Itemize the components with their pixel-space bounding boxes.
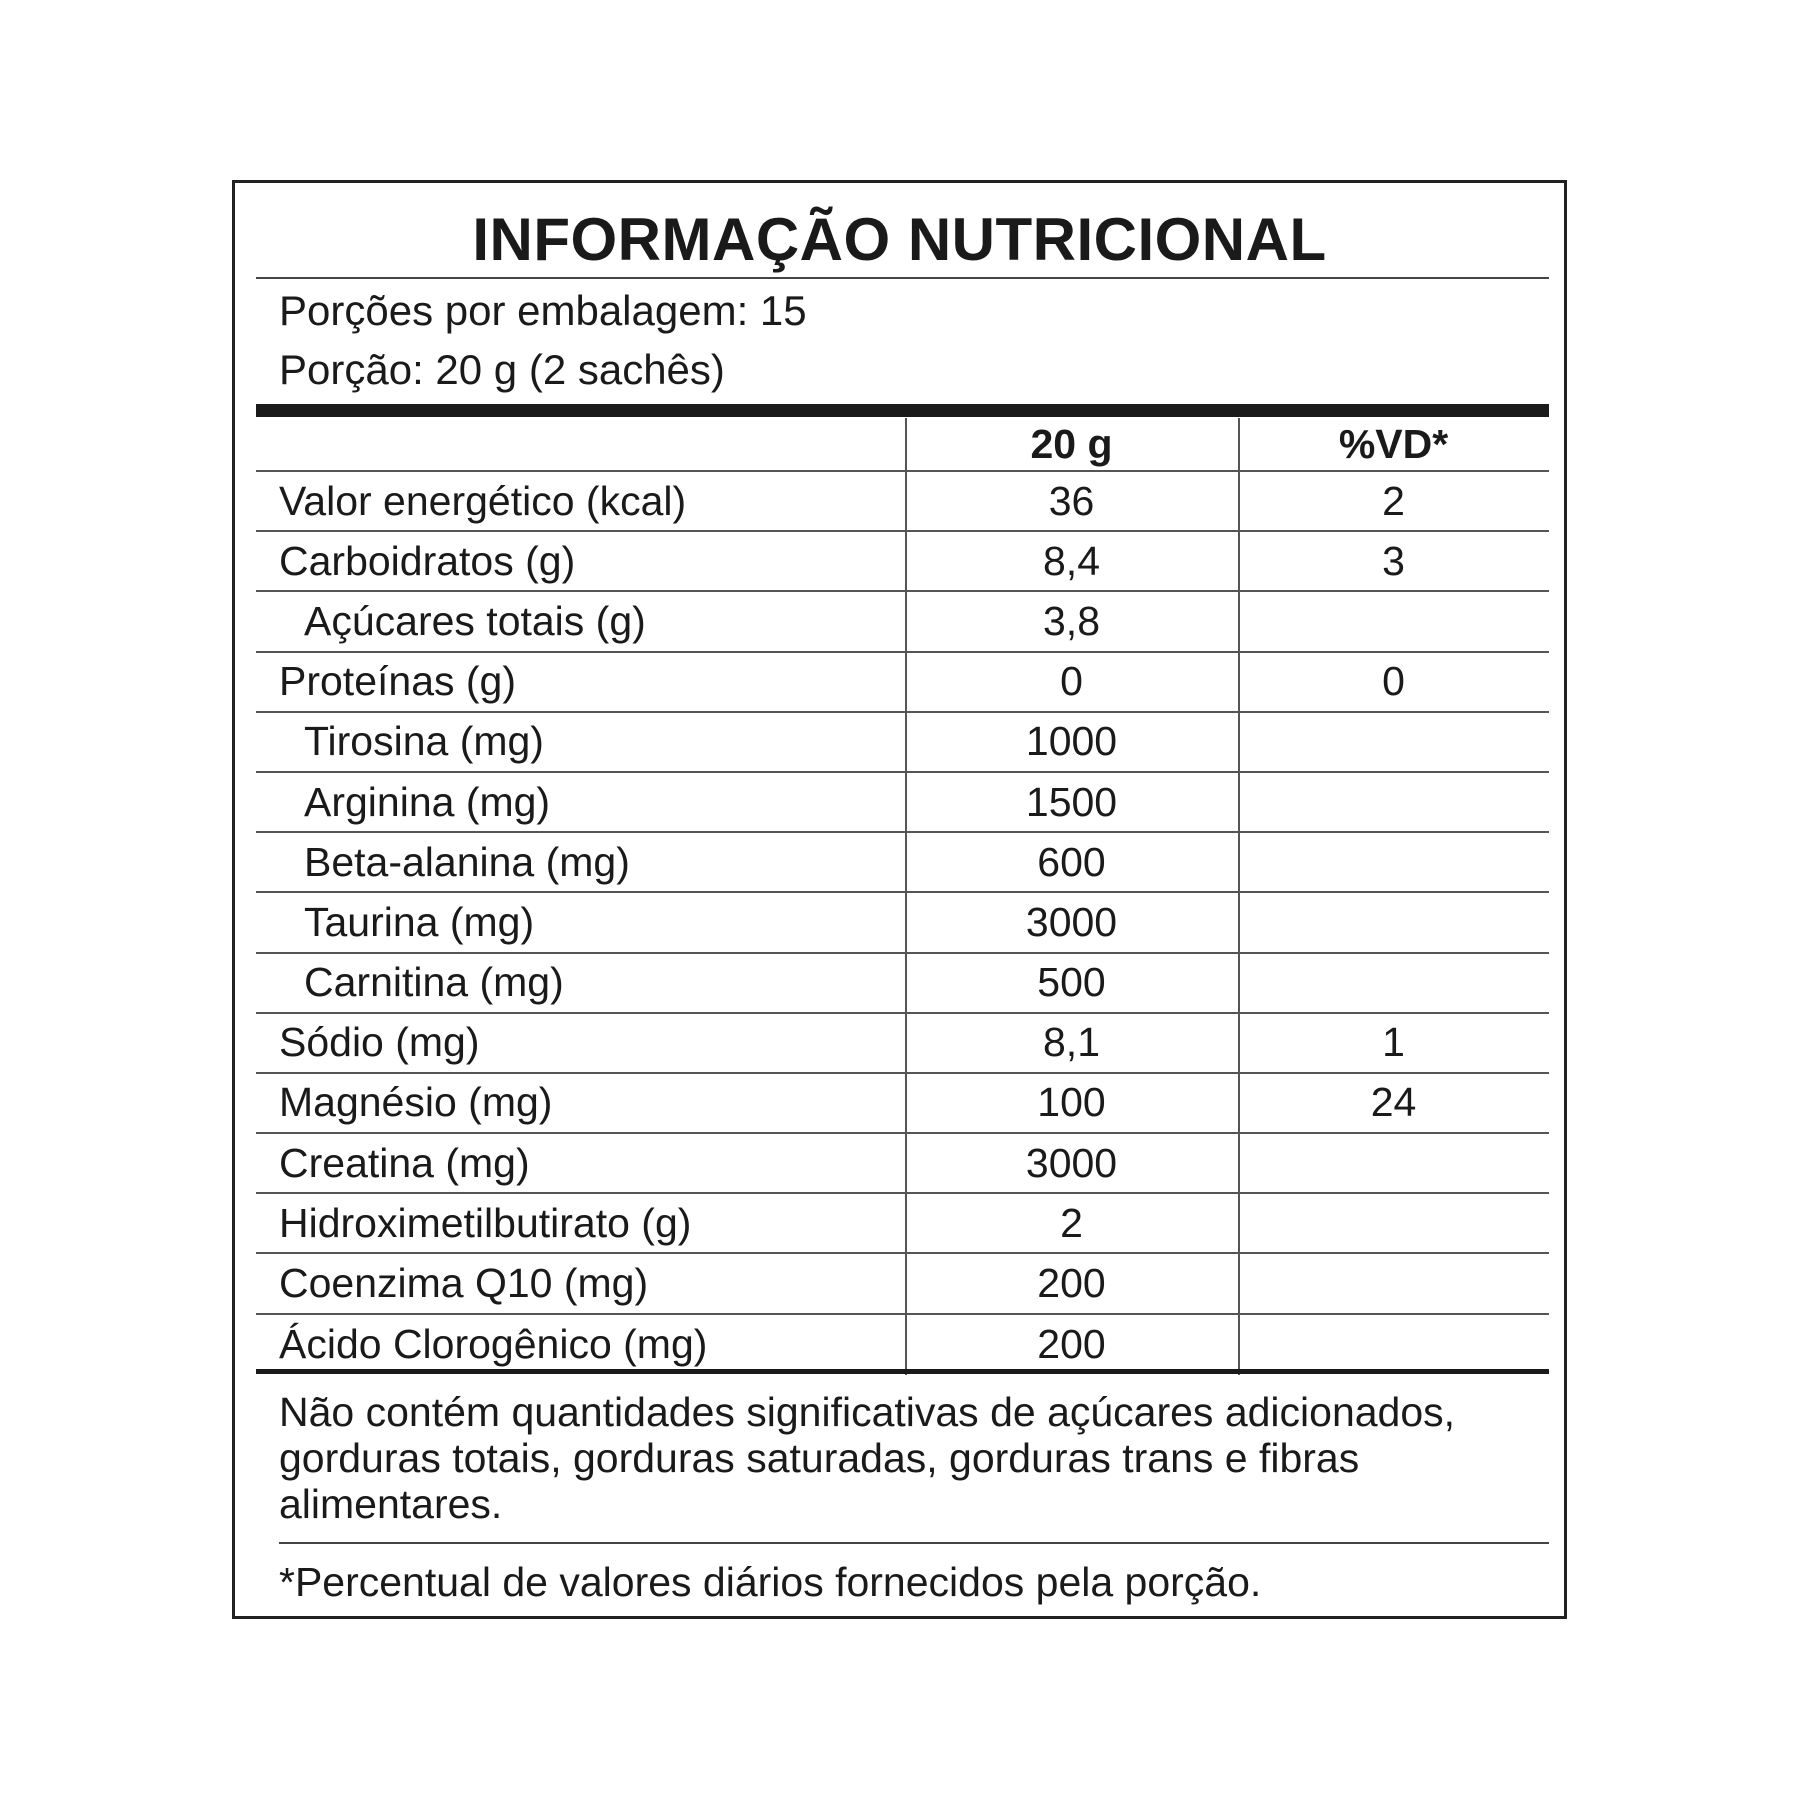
- table-row: Beta-alanina (mg) 600: [256, 833, 1549, 894]
- nutrient-label: Açúcares totais (g): [304, 597, 646, 644]
- nutrient-label: Beta-alanina (mg): [304, 838, 630, 885]
- footnote-daily-value: *Percentual de valores diários fornecido…: [279, 1559, 1262, 1605]
- nutrient-label: Carnitina (mg): [304, 959, 564, 1006]
- nutrient-label: Taurina (mg): [304, 898, 535, 945]
- nutrient-label: Creatina (mg): [279, 1139, 530, 1186]
- nutrition-facts-panel: INFORMAÇÃO NUTRICIONAL Porções por embal…: [232, 180, 1567, 1619]
- column-divider: [905, 418, 907, 1375]
- divider: [256, 277, 1549, 279]
- nutrient-amount: 0: [1060, 658, 1083, 705]
- nutrient-amount: 36: [1048, 477, 1095, 524]
- table-header-row: 20 g %VD*: [256, 418, 1549, 472]
- nutrient-label: Valor energético (kcal): [279, 477, 687, 524]
- nutrient-amount: 200: [1037, 1260, 1106, 1307]
- nutrient-dv: [1238, 773, 1549, 831]
- nutrient-dv: [1238, 833, 1549, 891]
- header-amount: 20 g: [1030, 420, 1113, 467]
- header-dv: %VD*: [1338, 420, 1449, 467]
- nutrient-amount: 8,4: [1043, 537, 1100, 584]
- nutrient-label: Tirosina (mg): [304, 718, 544, 765]
- nutrient-dv: [1238, 954, 1549, 1012]
- nutrient-amount: 500: [1037, 959, 1106, 1006]
- nutrient-amount: 3000: [1025, 1139, 1118, 1186]
- nutrient-dv: [1238, 1134, 1549, 1192]
- nutrient-label: Sódio (mg): [279, 1019, 480, 1066]
- nutrient-label: Proteínas (g): [279, 658, 516, 705]
- nutrient-dv: 24: [1370, 1079, 1417, 1126]
- nutrient-label: Arginina (mg): [304, 778, 551, 825]
- nutrient-label: Magnésio (mg): [279, 1079, 553, 1126]
- thick-divider: [256, 1369, 1549, 1374]
- nutrient-label: Hidroximetilbutirato (g): [279, 1199, 692, 1246]
- nutrient-amount: 3,8: [1043, 597, 1100, 644]
- table-row: Ácido Clorogênico (mg) 200: [256, 1315, 1549, 1375]
- nutrient-dv: 0: [1382, 658, 1405, 705]
- table-row: Carboidratos (g) 8,4 3: [256, 532, 1549, 593]
- nutrient-dv: 3: [1382, 537, 1405, 584]
- nutrient-dv: 1: [1382, 1019, 1405, 1066]
- thick-divider: [256, 404, 1549, 417]
- servings-per-package: Porções por embalagem: 15: [279, 287, 807, 334]
- table-row: Taurina (mg) 3000: [256, 893, 1549, 954]
- table-row: Coenzima Q10 (mg) 200: [256, 1254, 1549, 1315]
- table-row: Carnitina (mg) 500: [256, 954, 1549, 1014]
- footnote-not-significant: Não contém quantidades significativas de…: [279, 1389, 1456, 1527]
- panel-title: INFORMAÇÃO NUTRICIONAL: [472, 206, 1327, 273]
- nutrient-label: Carboidratos (g): [279, 537, 576, 584]
- table-row: Arginina (mg) 1500: [256, 773, 1549, 834]
- table-row: Tirosina (mg) 1000: [256, 713, 1549, 773]
- nutrient-amount: 1500: [1025, 778, 1118, 825]
- table-row: Hidroximetilbutirato (g) 2: [256, 1194, 1549, 1255]
- nutrient-amount: 1000: [1025, 718, 1118, 765]
- nutrient-dv: [1238, 1315, 1549, 1375]
- nutrient-dv: [1238, 1194, 1549, 1252]
- nutrient-amount: 2: [1060, 1199, 1083, 1246]
- table-row: Açúcares totais (g) 3,8: [256, 592, 1549, 653]
- table-row: Creatina (mg) 3000: [256, 1134, 1549, 1195]
- table-row: Valor energético (kcal) 36 2: [256, 472, 1549, 533]
- nutrient-dv: [1238, 592, 1549, 650]
- nutrition-table: 20 g %VD* Valor energético (kcal) 36 2 Carb…: [256, 418, 1549, 1375]
- nutrient-label: Coenzima Q10 (mg): [279, 1260, 649, 1307]
- nutrient-amount: 3000: [1025, 898, 1118, 945]
- nutrient-dv: [1238, 713, 1549, 771]
- serving-size: Porção: 20 g (2 sachês): [279, 346, 725, 393]
- nutrient-amount: 100: [1037, 1079, 1106, 1126]
- nutrient-dv: 2: [1382, 477, 1405, 524]
- column-divider: [1238, 418, 1240, 1375]
- nutrient-amount: 8,1: [1043, 1019, 1100, 1066]
- table-row: Proteínas (g) 0 0: [256, 653, 1549, 713]
- nutrient-dv: [1238, 893, 1549, 951]
- table-row: Sódio (mg) 8,1 1: [256, 1014, 1549, 1074]
- table-row: Magnésio (mg) 100 24: [256, 1074, 1549, 1135]
- divider: [279, 1542, 1549, 1544]
- nutrient-dv: [1238, 1254, 1549, 1312]
- nutrient-amount: 200: [1037, 1321, 1106, 1368]
- nutrient-amount: 600: [1037, 838, 1106, 885]
- nutrient-label: Ácido Clorogênico (mg): [279, 1321, 708, 1368]
